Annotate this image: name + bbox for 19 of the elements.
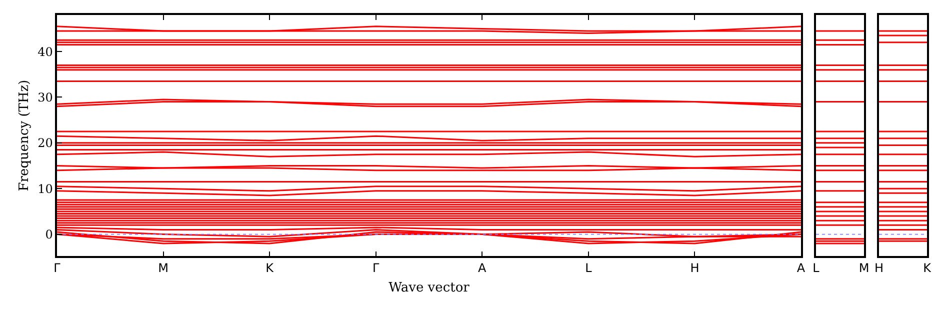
- x-tick-label: A: [478, 261, 488, 276]
- x-tick-label: K: [923, 261, 932, 276]
- x-tick-label: L: [812, 261, 820, 276]
- x-tick-label: H: [874, 261, 884, 276]
- x-tick-label: M: [158, 261, 168, 276]
- x-tick-label: H: [690, 261, 700, 276]
- y-tick-label: 30: [38, 90, 53, 104]
- y-axis-title: Frequency (THz): [17, 80, 32, 192]
- x-tick-label: K: [266, 261, 275, 276]
- y-tick-label: 20: [38, 136, 53, 150]
- x-tick-label: Γ: [372, 261, 380, 276]
- x-axis-title: Wave vector: [388, 280, 470, 296]
- x-tick-label: Γ: [54, 261, 61, 276]
- y-tick-label: 10: [38, 182, 53, 196]
- y-tick-label: 40: [38, 44, 53, 59]
- x-tick-label: L: [585, 261, 592, 276]
- x-tick-label: A: [796, 261, 806, 276]
- x-tick-label: M: [858, 261, 870, 276]
- y-tick-label: 0: [45, 228, 53, 242]
